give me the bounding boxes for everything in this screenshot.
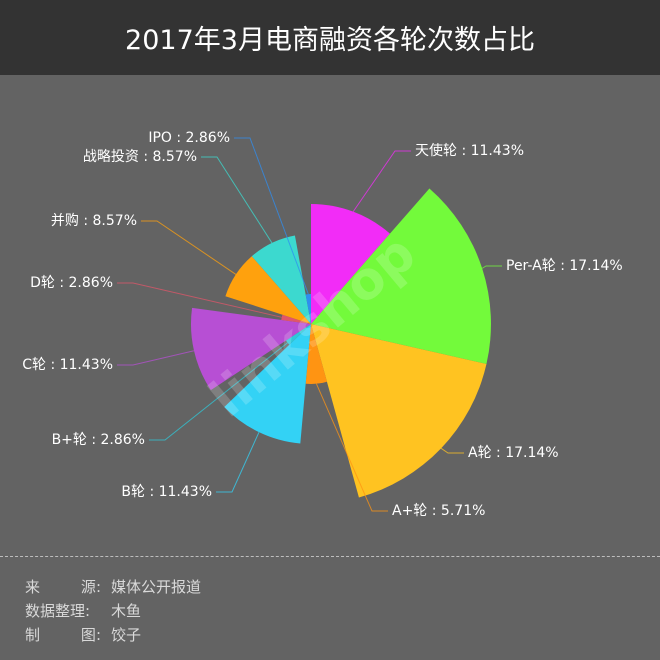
slice-label: D轮 : 2.86% — [30, 275, 113, 291]
leader-line — [440, 447, 464, 454]
leader-line — [117, 282, 282, 318]
leader-line — [149, 342, 288, 441]
slice-0 — [311, 203, 390, 324]
slice-label: A+轮 : 5.71% — [392, 503, 486, 519]
leader-line — [201, 156, 273, 244]
source-value: 媒体公开报道 — [111, 578, 202, 596]
slice-7 — [281, 314, 311, 324]
chart-maker-value: 饺子 — [111, 626, 142, 644]
chart-title: 2017年3月电商融资各轮次数占比 — [125, 25, 535, 56]
footer-divider — [0, 556, 660, 557]
data-value: 木鱼 — [111, 602, 142, 620]
slice-2 — [311, 324, 487, 498]
slice-label: 并购 : 8.57% — [50, 213, 137, 229]
slice-label: B轮 : 11.43% — [121, 484, 212, 500]
leader-line — [117, 350, 195, 366]
slice-1 — [311, 188, 491, 365]
rose-chart: linkshop 天使轮 : 11.43% Per-A轮 : 17.14% A轮 :… — [0, 75, 660, 555]
leader-line — [481, 265, 502, 269]
slice-label: 战略投资 : 8.57% — [82, 149, 197, 165]
slice-label: C轮 : 11.43% — [22, 357, 113, 373]
slice-6 — [190, 307, 311, 391]
leader-line — [315, 383, 388, 512]
slice-3 — [305, 324, 327, 384]
footer-row-chart: 制 图: 饺子 — [25, 623, 201, 647]
leader-line — [141, 220, 237, 275]
slice-label: 天使轮 : 11.43% — [415, 143, 524, 159]
slice-label: A轮 : 17.14% — [468, 445, 559, 461]
footer-row-data: 数据整理: 木鱼 — [25, 599, 201, 623]
leader-line — [216, 431, 260, 493]
slice-8 — [225, 256, 311, 324]
footer-row-source: 来 源: 媒体公开报道 — [25, 575, 201, 599]
slice-4 — [224, 324, 311, 444]
footer-credits: 来 源: 媒体公开报道 数据整理: 木鱼 制 图: 饺子 — [25, 575, 201, 647]
leader-line — [234, 137, 309, 295]
title-bar: 2017年3月电商融资各轮次数占比 — [0, 0, 660, 75]
slice-5 — [285, 324, 311, 345]
slice-label: Per-A轮 : 17.14% — [506, 258, 623, 274]
slice-label: B+轮 : 2.86% — [51, 432, 145, 448]
leader-line — [352, 150, 411, 212]
slice-10 — [305, 293, 311, 324]
rose-chart-svg: linkshop — [117, 137, 502, 512]
slice-9 — [251, 235, 311, 324]
slice-label: IPO : 2.86% — [148, 130, 230, 146]
